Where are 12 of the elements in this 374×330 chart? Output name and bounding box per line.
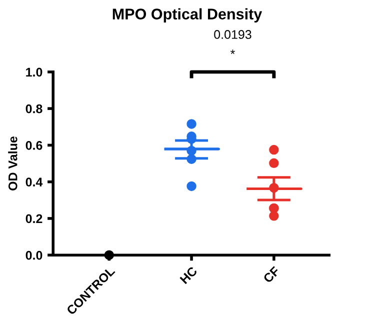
- x-tick-label: HC: [180, 266, 198, 284]
- y-tick-label: 1.0: [26, 68, 42, 77]
- text: 0.0193: [214, 30, 252, 39]
- y-axis-title: OD Value: [8, 136, 18, 190]
- y-tick-label: 0.0: [26, 250, 42, 260]
- chart-title: MPO Optical Density: [112, 8, 262, 22]
- y-tick-label: 0.2: [26, 214, 42, 224]
- y-tick-label: 0.8: [26, 104, 42, 114]
- text: *: [230, 50, 235, 54]
- y-tick-label: 0.4: [26, 178, 43, 186]
- y-tick-label: 0.6: [26, 141, 42, 150]
- x-tick-label: CF: [262, 266, 280, 284]
